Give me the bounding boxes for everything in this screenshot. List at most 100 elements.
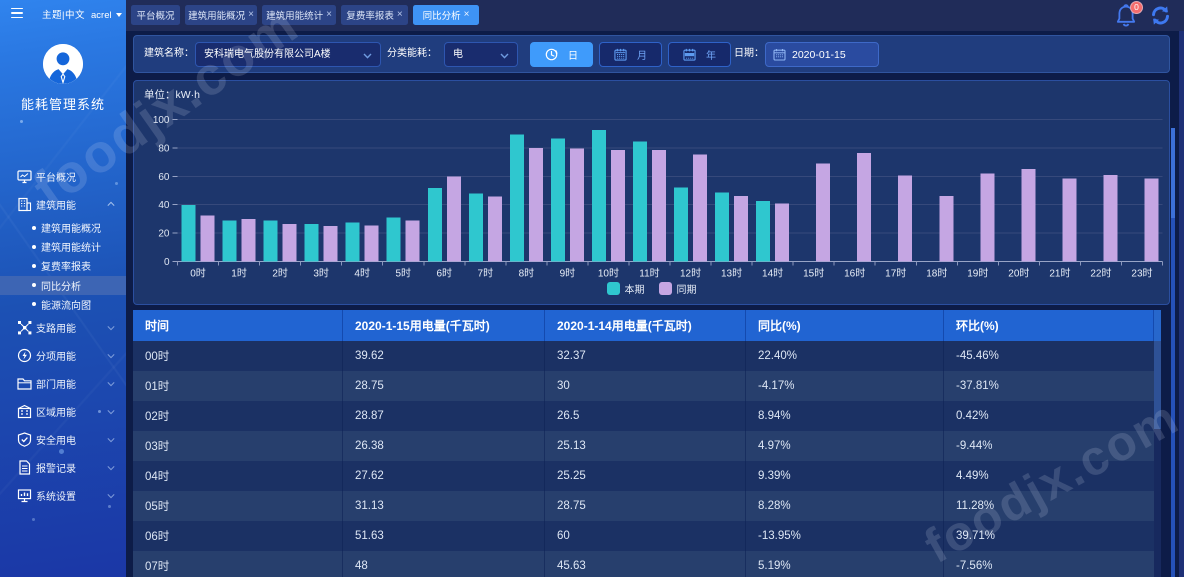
legend-label: 本期: [624, 285, 645, 296]
tab-close-icon[interactable]: ×: [326, 9, 332, 20]
table-header-cell: 2020-1-14用电量(千瓦时): [545, 310, 746, 341]
tab-close-icon[interactable]: ×: [396, 9, 403, 20]
table-scrollbar-cap: [1154, 310, 1161, 341]
chart-panel: 单位：kW·h 0 20 40 60 80 100 0时 1时 2时 3时 4时 5时 6时 7时 8时 9时…: [133, 80, 1170, 305]
table-cell: 27.62: [343, 461, 545, 491]
svg-text:6时: 6时: [436, 268, 452, 280]
table-row[interactable]: 07时 48 45.63 5.19% -7.56%: [133, 551, 1154, 577]
legend-item[interactable]: 同期: [658, 281, 697, 296]
sidebar-subitem-tariff-report[interactable]: 复费率报表: [0, 256, 126, 275]
sidebar-item-building-energy[interactable]: 建筑用能: [0, 190, 126, 218]
date-label: 日期：: [734, 48, 764, 59]
sidebar-item-branch-energy[interactable]: 支路用能: [0, 314, 126, 342]
svg-text:23时: 23时: [1131, 268, 1152, 280]
chart-legend: 本期 同期: [134, 281, 1169, 296]
table-row[interactable]: 05时 31.13 28.75 8.28% 11.28%: [133, 491, 1154, 521]
legend-swatch: [658, 282, 672, 295]
table-row[interactable]: 04时 27.62 25.25 9.39% 4.49%: [133, 461, 1154, 491]
caret-down-icon: [115, 13, 122, 17]
sidebar-item-system-settings[interactable]: 系统设置: [0, 482, 126, 510]
brand-row: 主题|中文 acrel: [0, 0, 126, 31]
sidebar-item-label: 系统设置: [36, 492, 76, 504]
table-cell: -37.81%: [956, 380, 999, 392]
sidebar-subitem-building-energy-statistics[interactable]: 建筑用能统计: [0, 237, 126, 256]
sidebar-subitem-yoy-analysis[interactable]: 同比分析: [0, 275, 126, 295]
tab-close-icon[interactable]: ×: [248, 9, 254, 20]
table-row[interactable]: 01时 28.75 30 -4.17% -37.81%: [133, 371, 1154, 401]
building-select[interactable]: 安科瑞电气股份有限公司A楼: [195, 42, 381, 67]
tab-building-energy-statistics[interactable]: 建筑用能统计 ×: [262, 5, 336, 25]
tab-label: 复费率报表: [346, 11, 394, 22]
period-day-button[interactable]: 日: [530, 42, 593, 67]
table-cell: 39.62: [343, 341, 545, 371]
table-row[interactable]: 06时 51.63 60 -13.95% 39.71%: [133, 521, 1154, 551]
table-cell: -4.17%: [746, 371, 944, 401]
svg-text:60: 60: [158, 172, 170, 183]
date-input[interactable]: 2020-01-15: [765, 42, 879, 67]
calendar-year-icon: [683, 48, 696, 61]
table-row[interactable]: 00时 39.62 32.37 22.40% -45.46%: [133, 341, 1154, 371]
building-icon: [17, 197, 32, 212]
sidebar-item-alarm-records[interactable]: 报警记录: [0, 454, 126, 482]
sidebar-subitem-label: 复费率报表: [41, 262, 91, 274]
bullet-icon: [32, 283, 36, 288]
table-cell: 4.49%: [956, 470, 989, 482]
period-year-button[interactable]: 年: [668, 42, 731, 67]
table-cell: 03时: [133, 431, 343, 461]
table-row[interactable]: 02时 28.87 26.5 8.94% 0.42%: [133, 401, 1154, 431]
user-menu[interactable]: acrel: [91, 0, 122, 31]
table-scrollbar[interactable]: [1154, 310, 1161, 577]
svg-text:40: 40: [158, 200, 170, 211]
sidebar-item-label: 区域用能: [36, 408, 76, 420]
sidebar-item-label: 支路用能: [36, 324, 76, 336]
sidebar-dots: [20, 120, 23, 123]
period-month-button[interactable]: 月: [599, 42, 662, 67]
theme-language-switch[interactable]: 主题|中文: [42, 10, 85, 21]
table-cell: 22.40%: [746, 341, 944, 371]
avatar[interactable]: [43, 44, 83, 84]
svg-text:100: 100: [153, 115, 170, 126]
table-cell: 32.37: [545, 341, 746, 371]
tab-building-energy-overview[interactable]: 建筑用能概况 ×: [185, 5, 257, 25]
svg-text:15时: 15时: [803, 268, 824, 280]
svg-text:22时: 22时: [1090, 268, 1111, 280]
sidebar-subitem-building-energy-overview[interactable]: 建筑用能概况: [0, 218, 126, 237]
table-scrollbar-thumb[interactable]: [1154, 341, 1161, 429]
tab-tariff-report[interactable]: 复费率报表 ×: [341, 5, 408, 25]
sidebar-item-department-energy[interactable]: 部门用能: [0, 370, 126, 398]
sidebar-subitem-energy-flow-diagram[interactable]: 能源流向图: [0, 295, 126, 314]
sidebar-item-subentry-energy[interactable]: 分项用能: [0, 342, 126, 370]
table-cell: 01时: [133, 371, 343, 401]
menu-toggle-icon[interactable]: [11, 8, 23, 18]
svg-text:3时: 3时: [313, 268, 329, 280]
legend-item[interactable]: 本期: [606, 281, 645, 296]
table-cell: 25.25: [545, 461, 746, 491]
sidebar-item-region-energy[interactable]: 区域用能: [0, 398, 126, 426]
page-scrollbar[interactable]: [1179, 31, 1184, 577]
user-name: acrel: [91, 10, 112, 21]
table-cell: 11.28%: [956, 500, 995, 512]
notification-badge: 0: [1130, 1, 1143, 14]
legend-swatch: [606, 282, 620, 295]
energy-type-select[interactable]: 电: [444, 42, 518, 67]
svg-text:9时: 9时: [560, 268, 576, 280]
content-scrollbar[interactable]: [1171, 128, 1175, 577]
sidebar-item-safe-electricity[interactable]: 安全用电: [0, 426, 126, 454]
tab-bar: 平台概况 建筑用能概况 × 建筑用能统计 × 复费率报表 × 同比分析 ×: [131, 5, 479, 25]
table-cell: 8.28%: [746, 491, 944, 521]
sidebar-item-platform-overview[interactable]: 平台概况: [0, 162, 126, 190]
tab-close-icon[interactable]: ×: [463, 9, 470, 20]
svg-text:10时: 10时: [598, 268, 619, 280]
calendar-icon: [614, 48, 627, 61]
table-cell: 30: [545, 371, 746, 401]
refresh-button[interactable]: [1150, 5, 1171, 26]
svg-text:17时: 17时: [885, 268, 906, 280]
table-cell: 45.63: [545, 551, 746, 577]
table-row[interactable]: 03时 26.38 25.13 4.97% -9.44%: [133, 431, 1154, 461]
tab-yoy-analysis[interactable]: 同比分析 ×: [413, 5, 479, 25]
tab-platform-overview[interactable]: 平台概况: [131, 5, 180, 25]
content-scrollbar-thumb[interactable]: [1171, 128, 1175, 218]
document-icon: [17, 460, 32, 476]
notifications-button[interactable]: 0: [1115, 1, 1143, 28]
energy-type-select-value: 电: [453, 49, 463, 60]
